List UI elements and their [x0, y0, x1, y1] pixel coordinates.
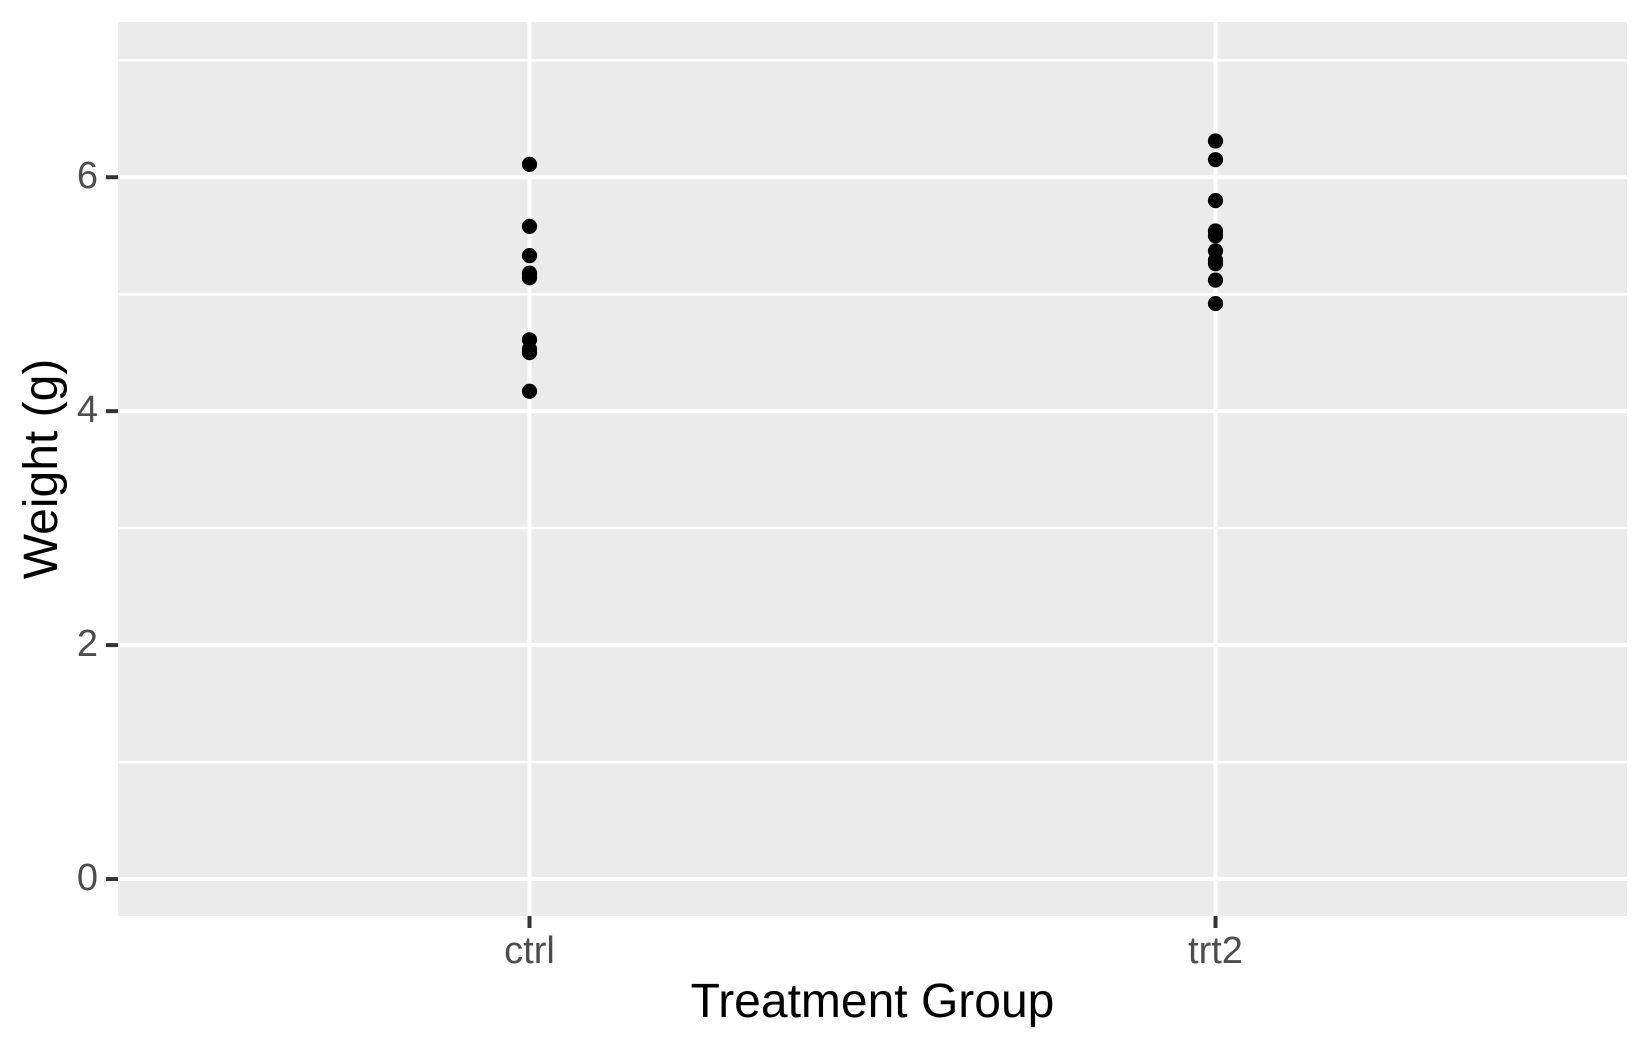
data-point: [521, 156, 538, 172]
y-axis-title: Weight (g): [15, 358, 68, 580]
data-point: [521, 341, 538, 357]
x-tick-label: ctrl: [504, 930, 555, 972]
x-axis-title: Treatment Group: [690, 975, 1055, 1028]
panel-background: [118, 22, 1627, 916]
data-point: [1207, 152, 1224, 168]
data-point: [1207, 295, 1224, 312]
y-tick-label: 6: [76, 155, 98, 198]
y-tick-label: 4: [76, 389, 98, 432]
data-point: [1207, 228, 1224, 244]
y-tick-label: 2: [76, 623, 98, 666]
data-point: [1207, 272, 1224, 288]
data-point: [1207, 193, 1224, 209]
data-point: [521, 383, 538, 399]
y-tick-label: 0: [76, 857, 98, 900]
data-point: [1207, 256, 1224, 272]
data-point: [521, 270, 538, 286]
x-tick-label: trt2: [1188, 930, 1243, 972]
data-point: [521, 247, 538, 264]
data-point: [521, 218, 538, 234]
data-point: [1207, 133, 1224, 149]
